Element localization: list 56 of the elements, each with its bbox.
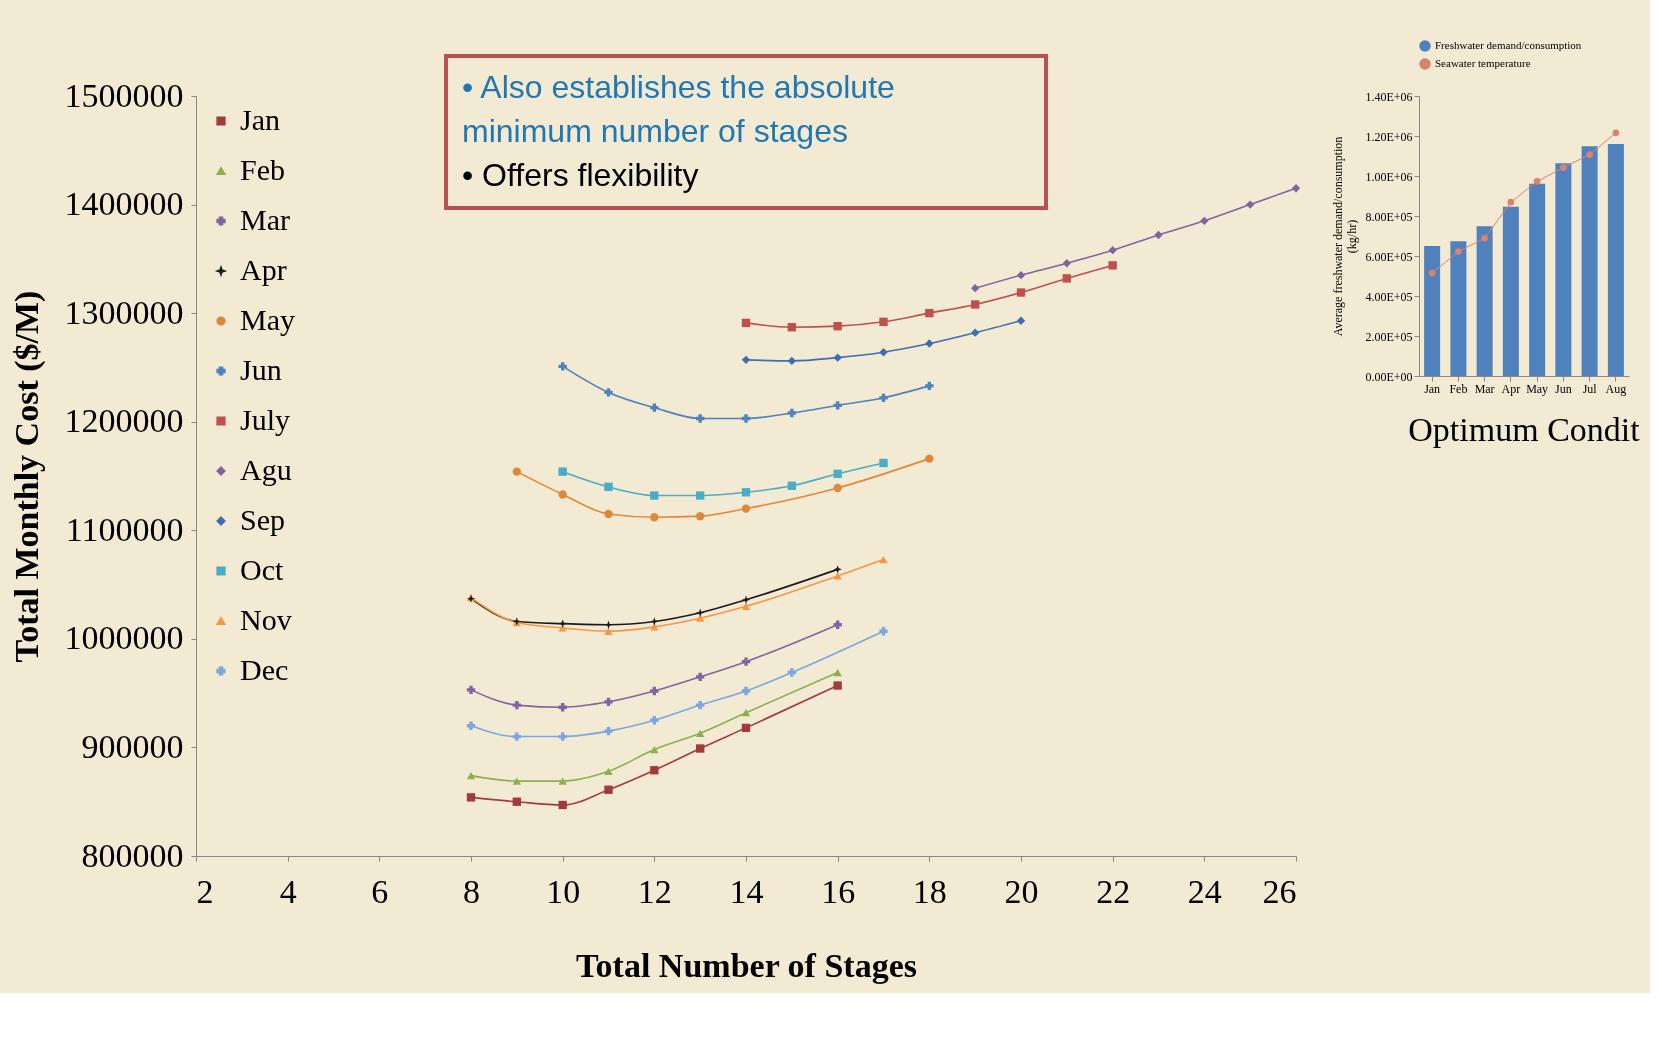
legend-label: Seawater temperature (1435, 57, 1531, 69)
legend-label: Oct (240, 553, 284, 586)
x-tick-label: 4 (279, 872, 297, 910)
y-tick-label: 1.40E+06 (1365, 89, 1413, 104)
x-tick-label: 20 (1004, 872, 1039, 910)
y-tick-label: 1400000 (64, 185, 184, 223)
y-tick-label: 6.00E+05 (1365, 249, 1413, 264)
x-tick-label: 22 (1096, 872, 1131, 910)
x-axis-title: Total Number of Stages (576, 946, 917, 984)
annotation: • Also establishes the absolute minimum number of stages (462, 69, 895, 149)
x-tick-label: Jan (1424, 381, 1441, 396)
annotation: • Offers flexibility (462, 157, 699, 193)
x-tick-label: 12 (637, 872, 672, 910)
legend-label: Jan (240, 103, 280, 136)
y-tick-label: 0.00E+00 (1365, 369, 1413, 384)
x-tick-label: Mar (1474, 381, 1495, 396)
legend-label: Sep (240, 503, 285, 536)
legend-label: Agu (240, 453, 292, 486)
x-tick-label: Feb (1449, 381, 1468, 396)
y-tick-label: 2.00E+05 (1365, 329, 1413, 344)
legend-label: May (240, 303, 295, 336)
y-tick-label: 1300000 (64, 293, 184, 331)
legend-label: Dec (240, 653, 289, 686)
x-tick-label: 2 (196, 872, 214, 910)
x-tick-label: May (1526, 381, 1549, 396)
y-axis-title: Average freshwater demand/consumption (kg/hr) (1331, 136, 1360, 337)
y-tick-label: 800000 (81, 836, 184, 874)
x-tick-label: 10 (546, 872, 581, 910)
legend-label: Apr (240, 253, 287, 286)
y-tick-label: 1200000 (64, 402, 184, 440)
x-tick-label: 18 (912, 872, 947, 910)
x-tick-label: Aug (1605, 381, 1627, 396)
x-tick-label: Jul (1582, 381, 1598, 396)
legend-label: July (240, 403, 291, 436)
x-tick-label: 14 (729, 872, 764, 910)
legend-label: Freshwater demand/consumption (1435, 39, 1582, 51)
text: Optimum Condit (1408, 411, 1641, 448)
y-tick-label: 1.20E+06 (1365, 129, 1413, 144)
y-tick-label: 1000000 (64, 619, 184, 657)
y-tick-label: 900000 (81, 727, 184, 765)
x-tick-label: 6 (371, 872, 389, 910)
legend-label: Feb (240, 153, 285, 186)
y-tick-label: 1500000 (64, 76, 184, 114)
y-tick-label: 1100000 (65, 510, 184, 548)
y-tick-label: 1.00E+06 (1365, 169, 1413, 184)
y-tick-label: 4.00E+05 (1365, 289, 1413, 304)
x-tick-label: Apr (1501, 381, 1521, 396)
legend-label: Mar (240, 203, 290, 236)
x-tick-label: 24 (1187, 872, 1222, 910)
legend-label: Nov (240, 603, 292, 636)
x-tick-label: 26 (1262, 872, 1297, 910)
x-tick-label: 8 (463, 872, 480, 910)
y-tick-label: 8.00E+05 (1365, 209, 1413, 224)
x-tick-label: 16 (821, 872, 856, 910)
x-tick-label: Jun (1555, 381, 1572, 396)
y-axis-title: Total Monthly Cost ($/M) (7, 290, 46, 663)
